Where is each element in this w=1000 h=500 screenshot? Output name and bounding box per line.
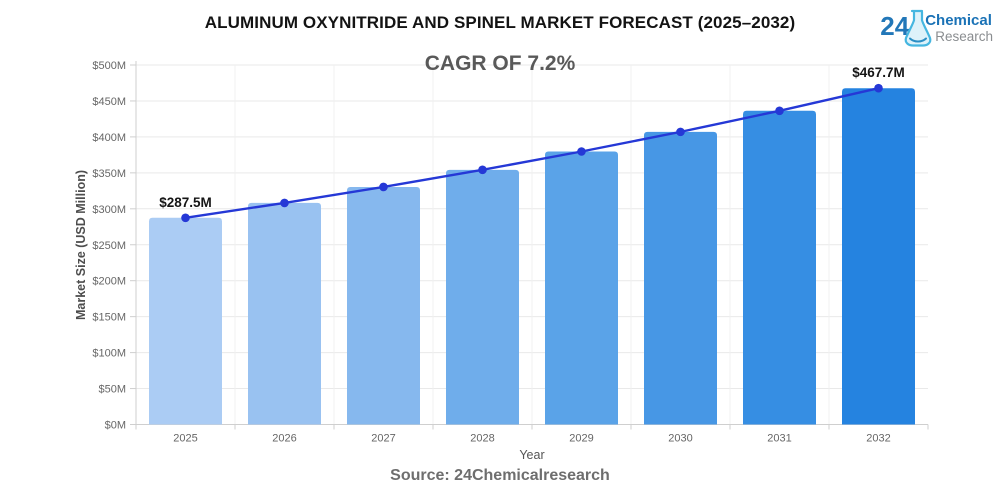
data-point-2029: [577, 147, 586, 156]
chart-title: ALUMINUM OXYNITRIDE AND SPINEL MARKET FO…: [204, 13, 796, 32]
x-tick-label: 2028: [470, 433, 494, 445]
y-tick-label: $250M: [92, 240, 126, 252]
y-tick-label: $450M: [92, 96, 126, 108]
brand-logo: 24 Chemical Research: [880, 8, 993, 48]
data-point-2026: [280, 198, 289, 208]
data-point-2028: [478, 165, 487, 175]
x-tick-label: 2029: [569, 433, 593, 445]
data-point-2030: [676, 127, 685, 137]
y-tick-label: $350M: [92, 168, 126, 180]
trend-line: [185, 87, 879, 219]
bar-2026: [248, 202, 321, 425]
y-tick-label: $150M: [92, 312, 126, 324]
data-point-2031: [775, 106, 784, 116]
bar-2025: [149, 217, 222, 425]
bar-2031: [743, 110, 816, 425]
chart-subtitle: CAGR OF 7.2%: [424, 52, 576, 75]
y-tick-label: $100M: [92, 348, 126, 360]
x-tick-label: 2030: [668, 433, 692, 445]
logo-text: Chemical Research: [925, 12, 993, 45]
x-tick-label: 2025: [173, 433, 197, 445]
x-tick-label: 2031: [767, 433, 791, 445]
data-point-2027: [379, 182, 388, 192]
y-tick-label: $400M: [92, 132, 126, 144]
logo-line2: Research: [935, 29, 993, 45]
logo-number: 24: [880, 11, 910, 41]
y-tick-label: $0M: [105, 420, 126, 432]
value-label-2025: $287.5M: [159, 195, 212, 210]
logo-line1: Chemical: [925, 12, 992, 29]
y-tick-label: $500M: [92, 60, 126, 72]
y-tick-label: $300M: [92, 204, 126, 216]
x-axis-title: Year: [519, 448, 545, 462]
source-note: Source: 24Chemicalresearch: [390, 467, 610, 484]
x-tick-label: 2027: [371, 433, 395, 445]
data-point-2032: [874, 83, 883, 93]
data-point-2025: [181, 213, 190, 223]
y-axis-title: Market Size (USD Million): [74, 169, 88, 321]
x-tick-label: 2026: [272, 433, 296, 445]
bar-2030: [644, 131, 717, 425]
x-tick-label: 2032: [866, 433, 890, 445]
bar-2027: [347, 186, 420, 425]
y-tick-label: $50M: [98, 384, 126, 396]
bar-2029: [545, 151, 618, 425]
bar-2028: [446, 169, 519, 425]
bar-2032: [842, 88, 915, 425]
flask-icon: [904, 9, 932, 47]
value-label-2032: $467.7M: [852, 65, 905, 80]
y-tick-label: $200M: [92, 276, 126, 288]
